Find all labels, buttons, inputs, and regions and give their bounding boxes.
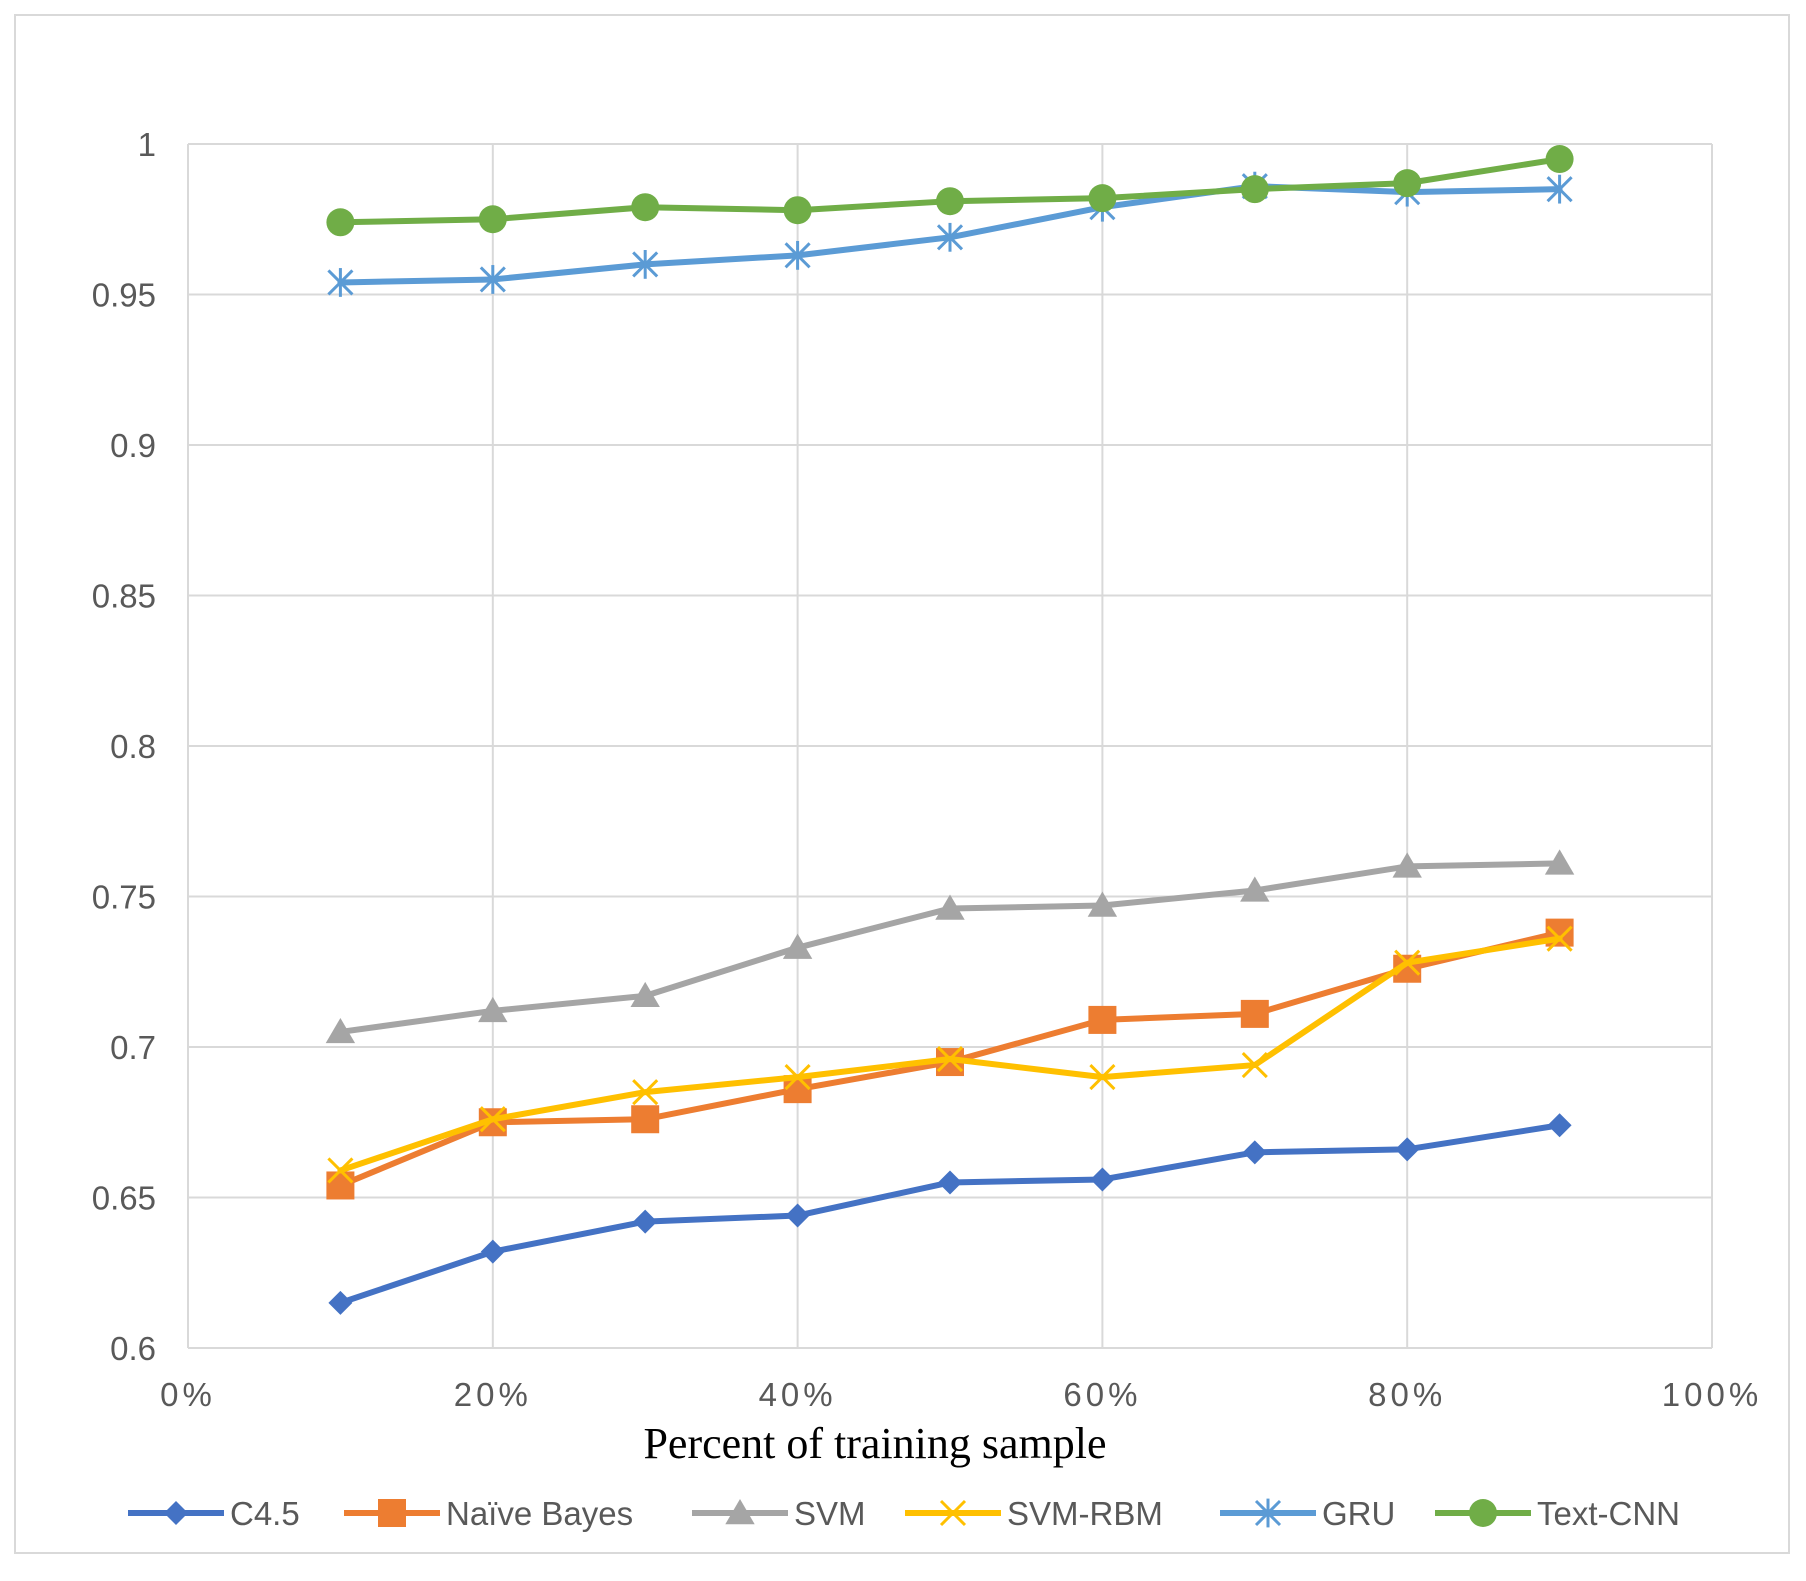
y-tick-label: 0.65 — [92, 1180, 156, 1217]
legend-item-svm-rbm: SVM-RBM — [905, 1495, 1163, 1532]
legend: C4.5 Naïve Bayes SVM SVM-RBM GRU Text-CNN — [128, 1495, 1680, 1532]
legend-item-svm: SVM — [692, 1495, 866, 1532]
data-point-svm-rbm — [1546, 925, 1573, 952]
data-point-text-cnn — [326, 208, 355, 237]
data-point-text-cnn — [1393, 169, 1422, 198]
y-tick-label: 0.95 — [92, 277, 156, 314]
data-point-text-cnn — [1240, 175, 1269, 204]
legend-item-c4-5: C4.5 — [128, 1495, 300, 1532]
legend-label: Text-CNN — [1537, 1495, 1680, 1532]
y-tick-label: 0.6 — [110, 1330, 156, 1367]
legend-item-text-cnn: Text-CNN — [1435, 1495, 1680, 1532]
data-point-svm-rbm — [1089, 1064, 1116, 1091]
data-point-svm-rbm — [1394, 949, 1421, 976]
data-point-c4-5 — [480, 1239, 505, 1264]
data-point-svm — [782, 933, 813, 959]
data-point-c4-5 — [1090, 1167, 1115, 1192]
data-point-text-cnn — [783, 196, 812, 225]
y-tick-label: 0.85 — [92, 578, 156, 615]
legend-marker — [1469, 1499, 1497, 1527]
data-point-text-cnn — [1545, 145, 1574, 174]
data-point-c4-5 — [328, 1290, 353, 1315]
data-point-svm — [325, 1017, 356, 1044]
data-point-svm-rbm — [479, 1106, 506, 1133]
series-na-ve-bayes — [326, 918, 1574, 1200]
data-point-c4-5 — [1242, 1140, 1267, 1165]
legend-label: GRU — [1322, 1495, 1395, 1532]
data-point-svm — [1240, 876, 1270, 902]
data-point-text-cnn — [631, 193, 660, 222]
legend-item-na-ve-bayes: Naïve Bayes — [344, 1495, 633, 1532]
legend-label: SVM — [794, 1495, 866, 1532]
data-point-svm-rbm — [1241, 1051, 1268, 1079]
data-point-svm — [1544, 849, 1575, 875]
legend-label: Naïve Bayes — [446, 1495, 633, 1532]
data-point-svm-rbm — [327, 1157, 354, 1184]
data-point-gru — [936, 222, 964, 252]
chart-frame — [14, 14, 1790, 1554]
x-tick-label: 60% — [1063, 1376, 1141, 1413]
series-svm-rbm — [327, 925, 1573, 1184]
series-text-cnn — [326, 145, 1574, 237]
x-tick-label: 20% — [454, 1376, 532, 1413]
data-point-gru — [784, 240, 811, 270]
data-point-na-ve-bayes — [631, 1105, 660, 1134]
series-line-svm — [337, 860, 1563, 1035]
data-point-svm — [1087, 891, 1118, 917]
legend-marker — [164, 1501, 188, 1525]
data-point-c4-5 — [785, 1203, 810, 1228]
x-tick-label: 0% — [160, 1376, 216, 1413]
x-axis-label: Percent of training sample — [643, 1419, 1106, 1468]
data-point-gru — [327, 268, 354, 297]
data-point-c4-5 — [938, 1170, 962, 1195]
x-tick-label: 40% — [759, 1376, 837, 1413]
series-layer — [325, 145, 1575, 1315]
legend-marker — [939, 1499, 967, 1527]
legend-label: SVM-RBM — [1007, 1495, 1163, 1532]
legend-marker — [725, 1499, 755, 1525]
y-tick-label: 0.9 — [110, 427, 156, 464]
legend-item-gru: GRU — [1220, 1495, 1395, 1532]
data-point-na-ve-bayes — [326, 1171, 355, 1200]
series-c4-5 — [328, 1113, 1572, 1315]
x-axis-ticks: 0% 20% 40% 60% 80% 100% — [160, 1376, 1762, 1413]
data-point-svm-rbm — [784, 1064, 811, 1091]
y-tick-label: 0.7 — [110, 1029, 156, 1066]
y-tick-label: 1 — [138, 126, 156, 163]
data-point-c4-5 — [1395, 1137, 1420, 1162]
series-line-c4-5 — [337, 1122, 1563, 1306]
data-point-svm — [630, 981, 660, 1008]
data-point-na-ve-bayes — [1240, 999, 1269, 1028]
grid — [187, 143, 1713, 1349]
data-point-gru — [632, 250, 659, 279]
x-tick-label: 80% — [1368, 1376, 1446, 1413]
data-point-gru — [1546, 174, 1573, 204]
data-point-gru — [479, 265, 506, 294]
legend-label: C4.5 — [230, 1495, 300, 1532]
series-svm — [325, 849, 1575, 1044]
x-tick-label: 100% — [1662, 1376, 1762, 1413]
data-point-c4-5 — [1547, 1113, 1572, 1138]
y-tick-label: 0.75 — [92, 879, 156, 916]
data-point-svm-rbm — [936, 1045, 964, 1073]
data-point-na-ve-bayes — [1088, 1005, 1117, 1034]
data-point-svm — [478, 996, 508, 1023]
data-point-svm — [935, 894, 965, 920]
y-tick-label: 0.8 — [110, 728, 156, 765]
data-point-text-cnn — [1088, 184, 1117, 213]
data-point-c4-5 — [633, 1209, 658, 1234]
data-point-text-cnn — [478, 205, 507, 234]
y-axis-ticks: 0.6 0.65 0.7 0.75 0.8 0.85 0.9 0.95 1 — [92, 126, 156, 1367]
legend-marker — [378, 1499, 406, 1527]
data-point-text-cnn — [936, 187, 964, 216]
data-point-svm-rbm — [632, 1079, 659, 1106]
data-point-svm — [1392, 852, 1422, 878]
legend-marker — [1254, 1498, 1282, 1528]
